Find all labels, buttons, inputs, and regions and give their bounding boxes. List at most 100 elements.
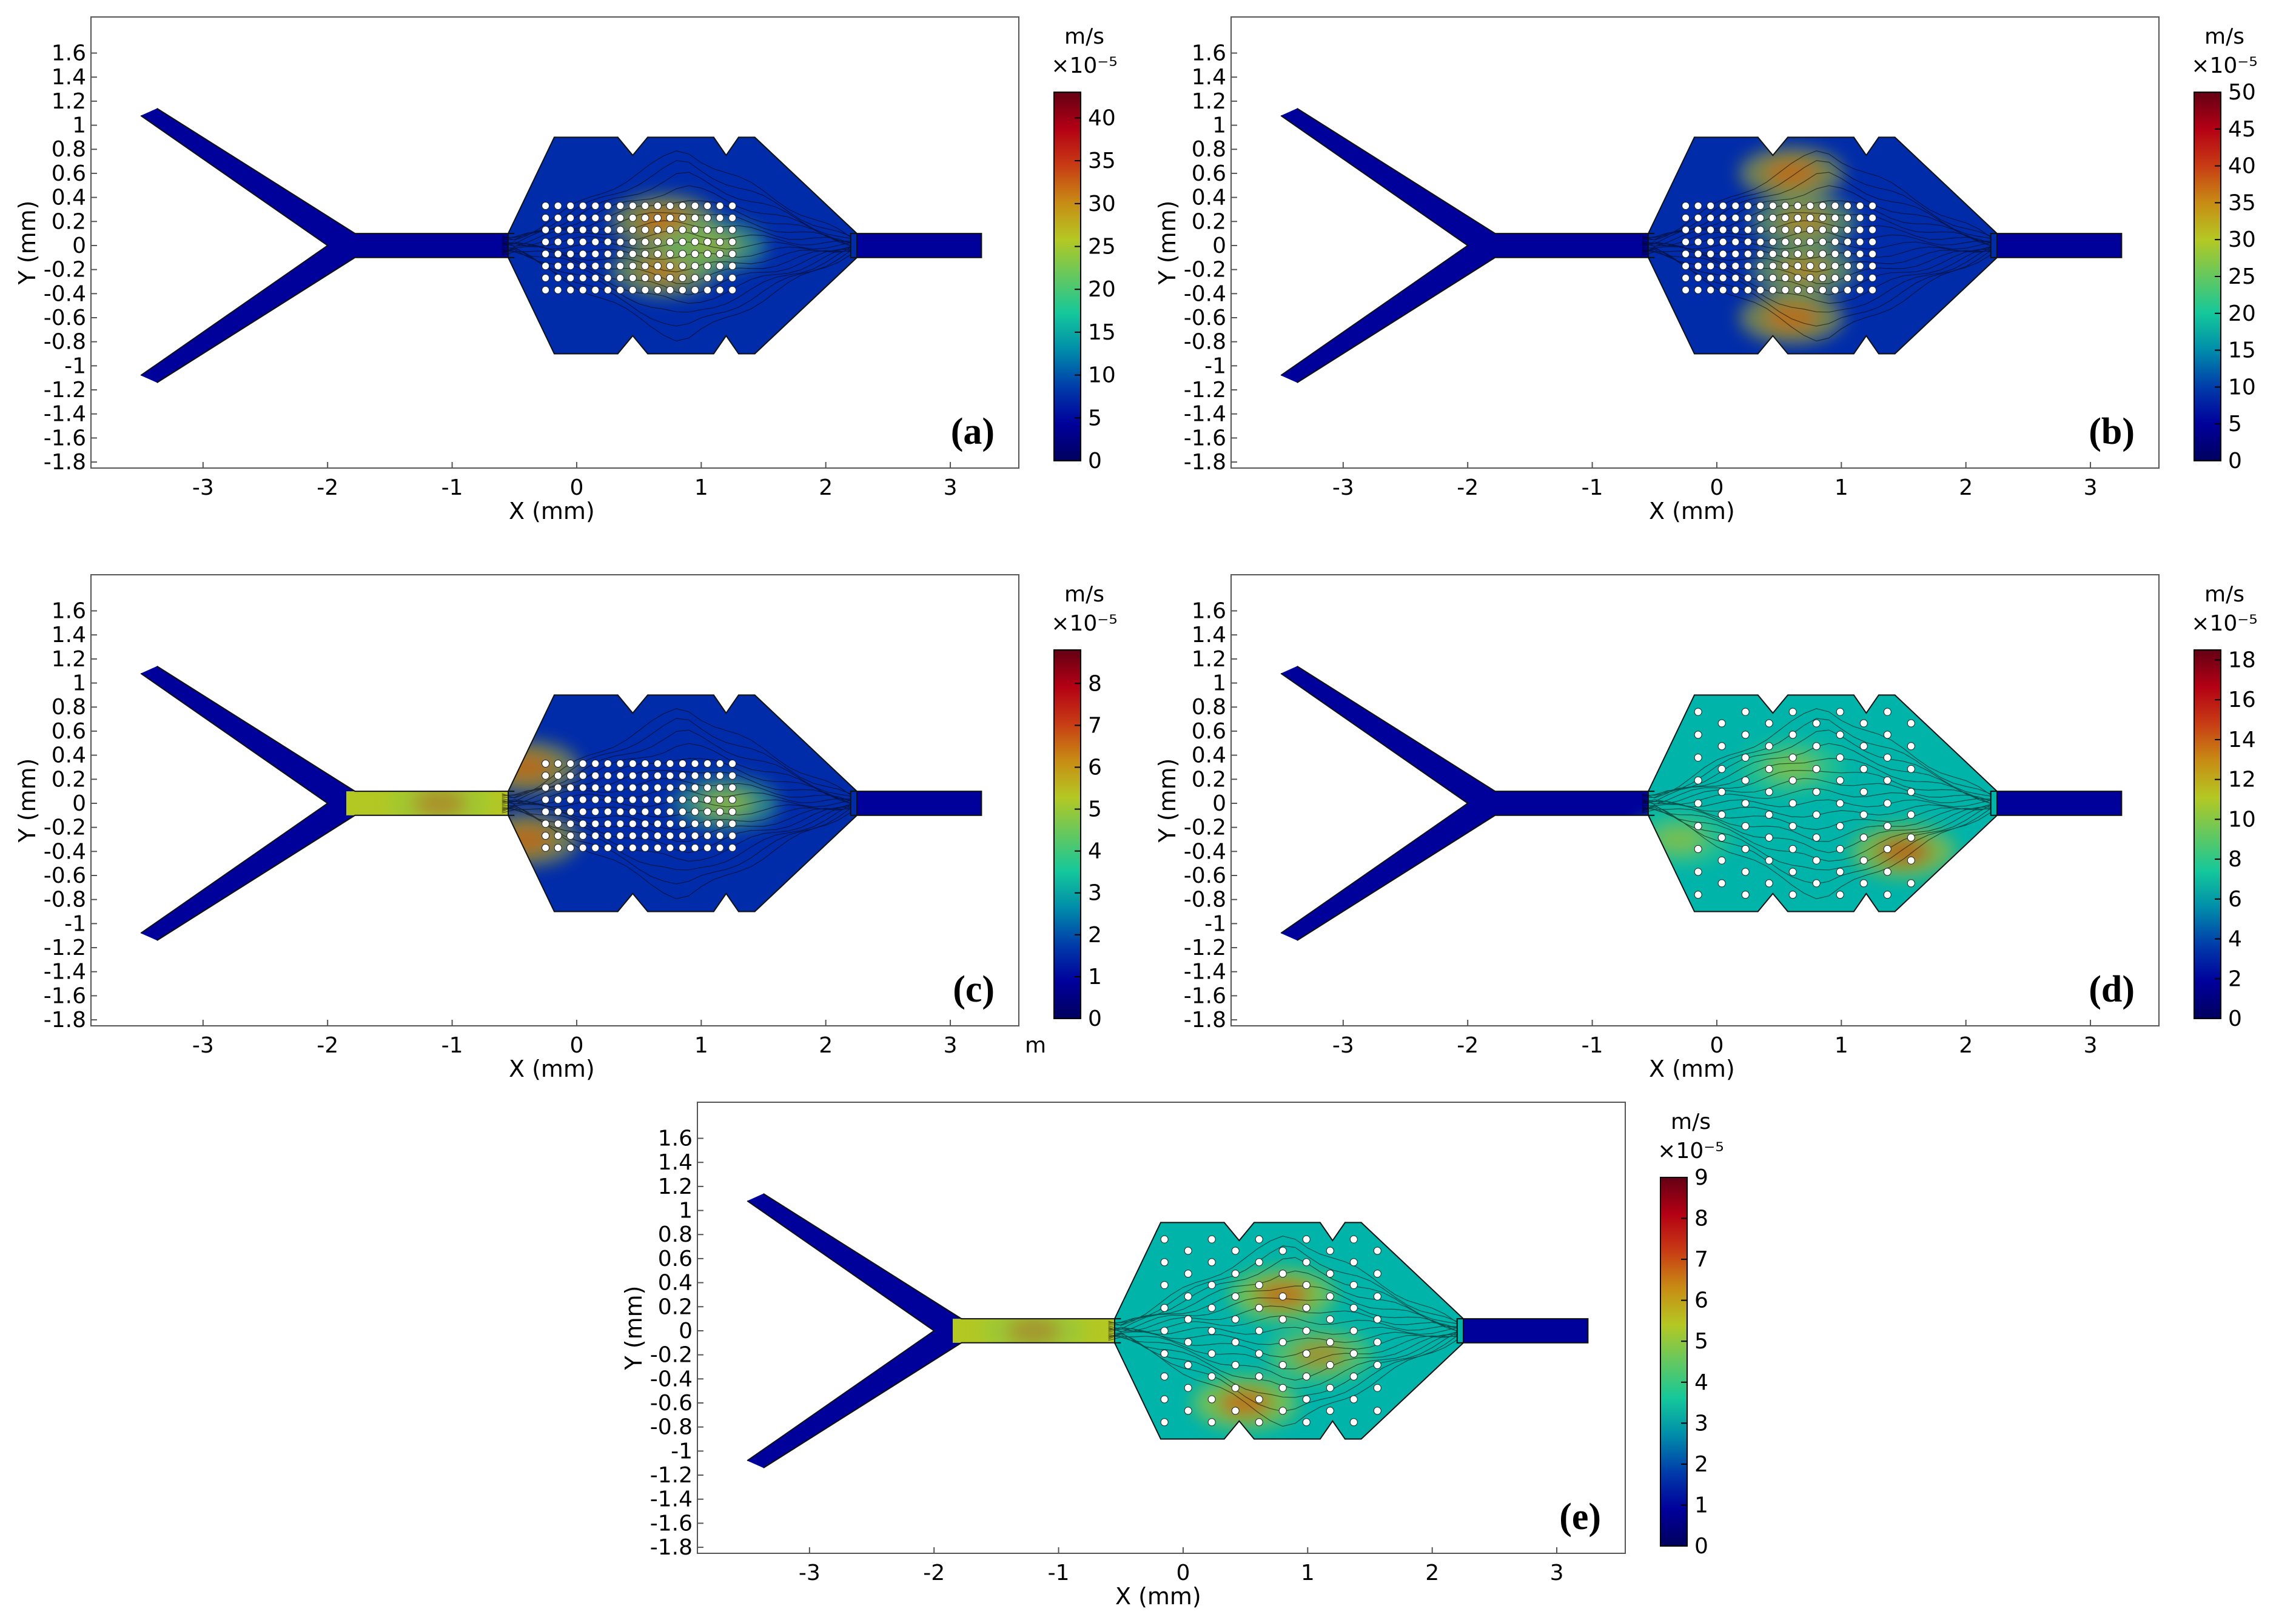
pillar [1768, 201, 1777, 210]
streamline [1642, 249, 1991, 296]
pillar [1859, 719, 1868, 728]
pillar [679, 262, 687, 270]
pillar [716, 795, 724, 804]
pillar [1349, 1395, 1358, 1404]
colorbar-tick-label: 8 [1088, 671, 1102, 696]
pillar [728, 843, 737, 852]
pillar [1184, 1270, 1192, 1278]
pillar [616, 250, 625, 258]
x-tick-label: -2 [1457, 475, 1479, 500]
pillar [703, 286, 712, 294]
pillar [1682, 286, 1690, 294]
pillar [1255, 1281, 1263, 1290]
pillar [1326, 1270, 1334, 1278]
pillar [641, 250, 650, 258]
pillar [691, 262, 699, 270]
pillar [1868, 201, 1877, 210]
colorbar-tick-label: 2 [1088, 923, 1102, 948]
pillar [591, 262, 600, 270]
pillar [579, 795, 587, 804]
y-tick-label: 0.8 [1192, 137, 1226, 162]
velocity-halo [1851, 825, 1956, 878]
pillar [566, 250, 575, 258]
x-axis-title: X (mm) [509, 1056, 595, 1082]
pillar [1883, 799, 1892, 808]
device-outline [747, 1193, 1589, 1468]
pillar [1694, 201, 1702, 210]
pillar [1819, 238, 1827, 246]
pillar [1756, 250, 1765, 258]
pillar [1781, 213, 1790, 222]
pillar [666, 783, 674, 792]
streamline [1642, 241, 1991, 250]
pillar [716, 783, 724, 792]
pillar [1756, 213, 1765, 222]
pillar [679, 843, 687, 852]
pillar [653, 213, 662, 222]
y-tick-label: -1 [1204, 911, 1226, 936]
y-tick-label: -1.8 [1184, 1008, 1226, 1033]
pillar [679, 250, 687, 258]
x-axis-title: X (mm) [1115, 1583, 1201, 1610]
pillar [1883, 868, 1892, 876]
colorbar-tick-label: 3 [1088, 881, 1102, 906]
y-tick-label: -1.6 [1184, 426, 1226, 450]
pillar [1302, 1395, 1311, 1404]
pillar [679, 759, 687, 768]
y-tick-label: -1.2 [44, 378, 86, 403]
pillar [728, 808, 737, 816]
pillar [1373, 1315, 1381, 1324]
pillar [1768, 274, 1777, 283]
pillar [653, 759, 662, 768]
pillar [703, 262, 712, 270]
device-outline [140, 107, 982, 383]
pillar [616, 795, 625, 804]
velocity-halo [1739, 147, 1844, 200]
y-tick-label: -0.6 [1184, 306, 1226, 330]
pillar [1326, 1315, 1334, 1324]
y-tick-label: -0.8 [44, 330, 86, 355]
pillar [1844, 201, 1852, 210]
panel-label: (e) [1559, 1496, 1601, 1538]
y-tick-label: 0.6 [1192, 719, 1226, 744]
pillar [679, 808, 687, 816]
pillar [554, 286, 562, 294]
pillar [628, 843, 637, 852]
pillar [1831, 213, 1839, 222]
pillar [728, 250, 737, 258]
pillar [666, 250, 674, 258]
pillar [1856, 238, 1864, 246]
streamline [502, 729, 851, 797]
pillar [1707, 213, 1715, 222]
pillar [666, 213, 674, 222]
streamline [1108, 1305, 1457, 1332]
y-tick-label: -0.8 [650, 1415, 693, 1440]
colorbar-scale-factor: ×10⁻⁵ [1051, 611, 1117, 636]
pillar [591, 250, 600, 258]
pillar [666, 262, 674, 270]
pillar [691, 808, 699, 816]
pillar [641, 213, 650, 222]
pillar [554, 262, 562, 270]
pillar [691, 286, 699, 294]
pillar [679, 771, 687, 780]
pillar [1255, 1327, 1263, 1335]
pillar [591, 759, 600, 768]
pillar [1207, 1395, 1216, 1404]
streamlines [1642, 150, 1992, 342]
pillar [1859, 811, 1868, 819]
pillar [1731, 213, 1740, 222]
pillar [653, 808, 662, 816]
x-tick-label: 2 [1425, 1561, 1439, 1585]
streamline [502, 241, 851, 250]
pillar [1682, 238, 1690, 246]
pillar [603, 843, 612, 852]
pillar [554, 250, 562, 258]
pillar [1717, 856, 1726, 865]
y-tick-label: 1.4 [1192, 623, 1226, 648]
pillar [542, 238, 550, 246]
pillar [1694, 708, 1702, 716]
pillar [641, 226, 650, 234]
colorbar-tick-label: 15 [2228, 338, 2256, 363]
x-tick-label: 3 [2084, 1033, 2098, 1058]
